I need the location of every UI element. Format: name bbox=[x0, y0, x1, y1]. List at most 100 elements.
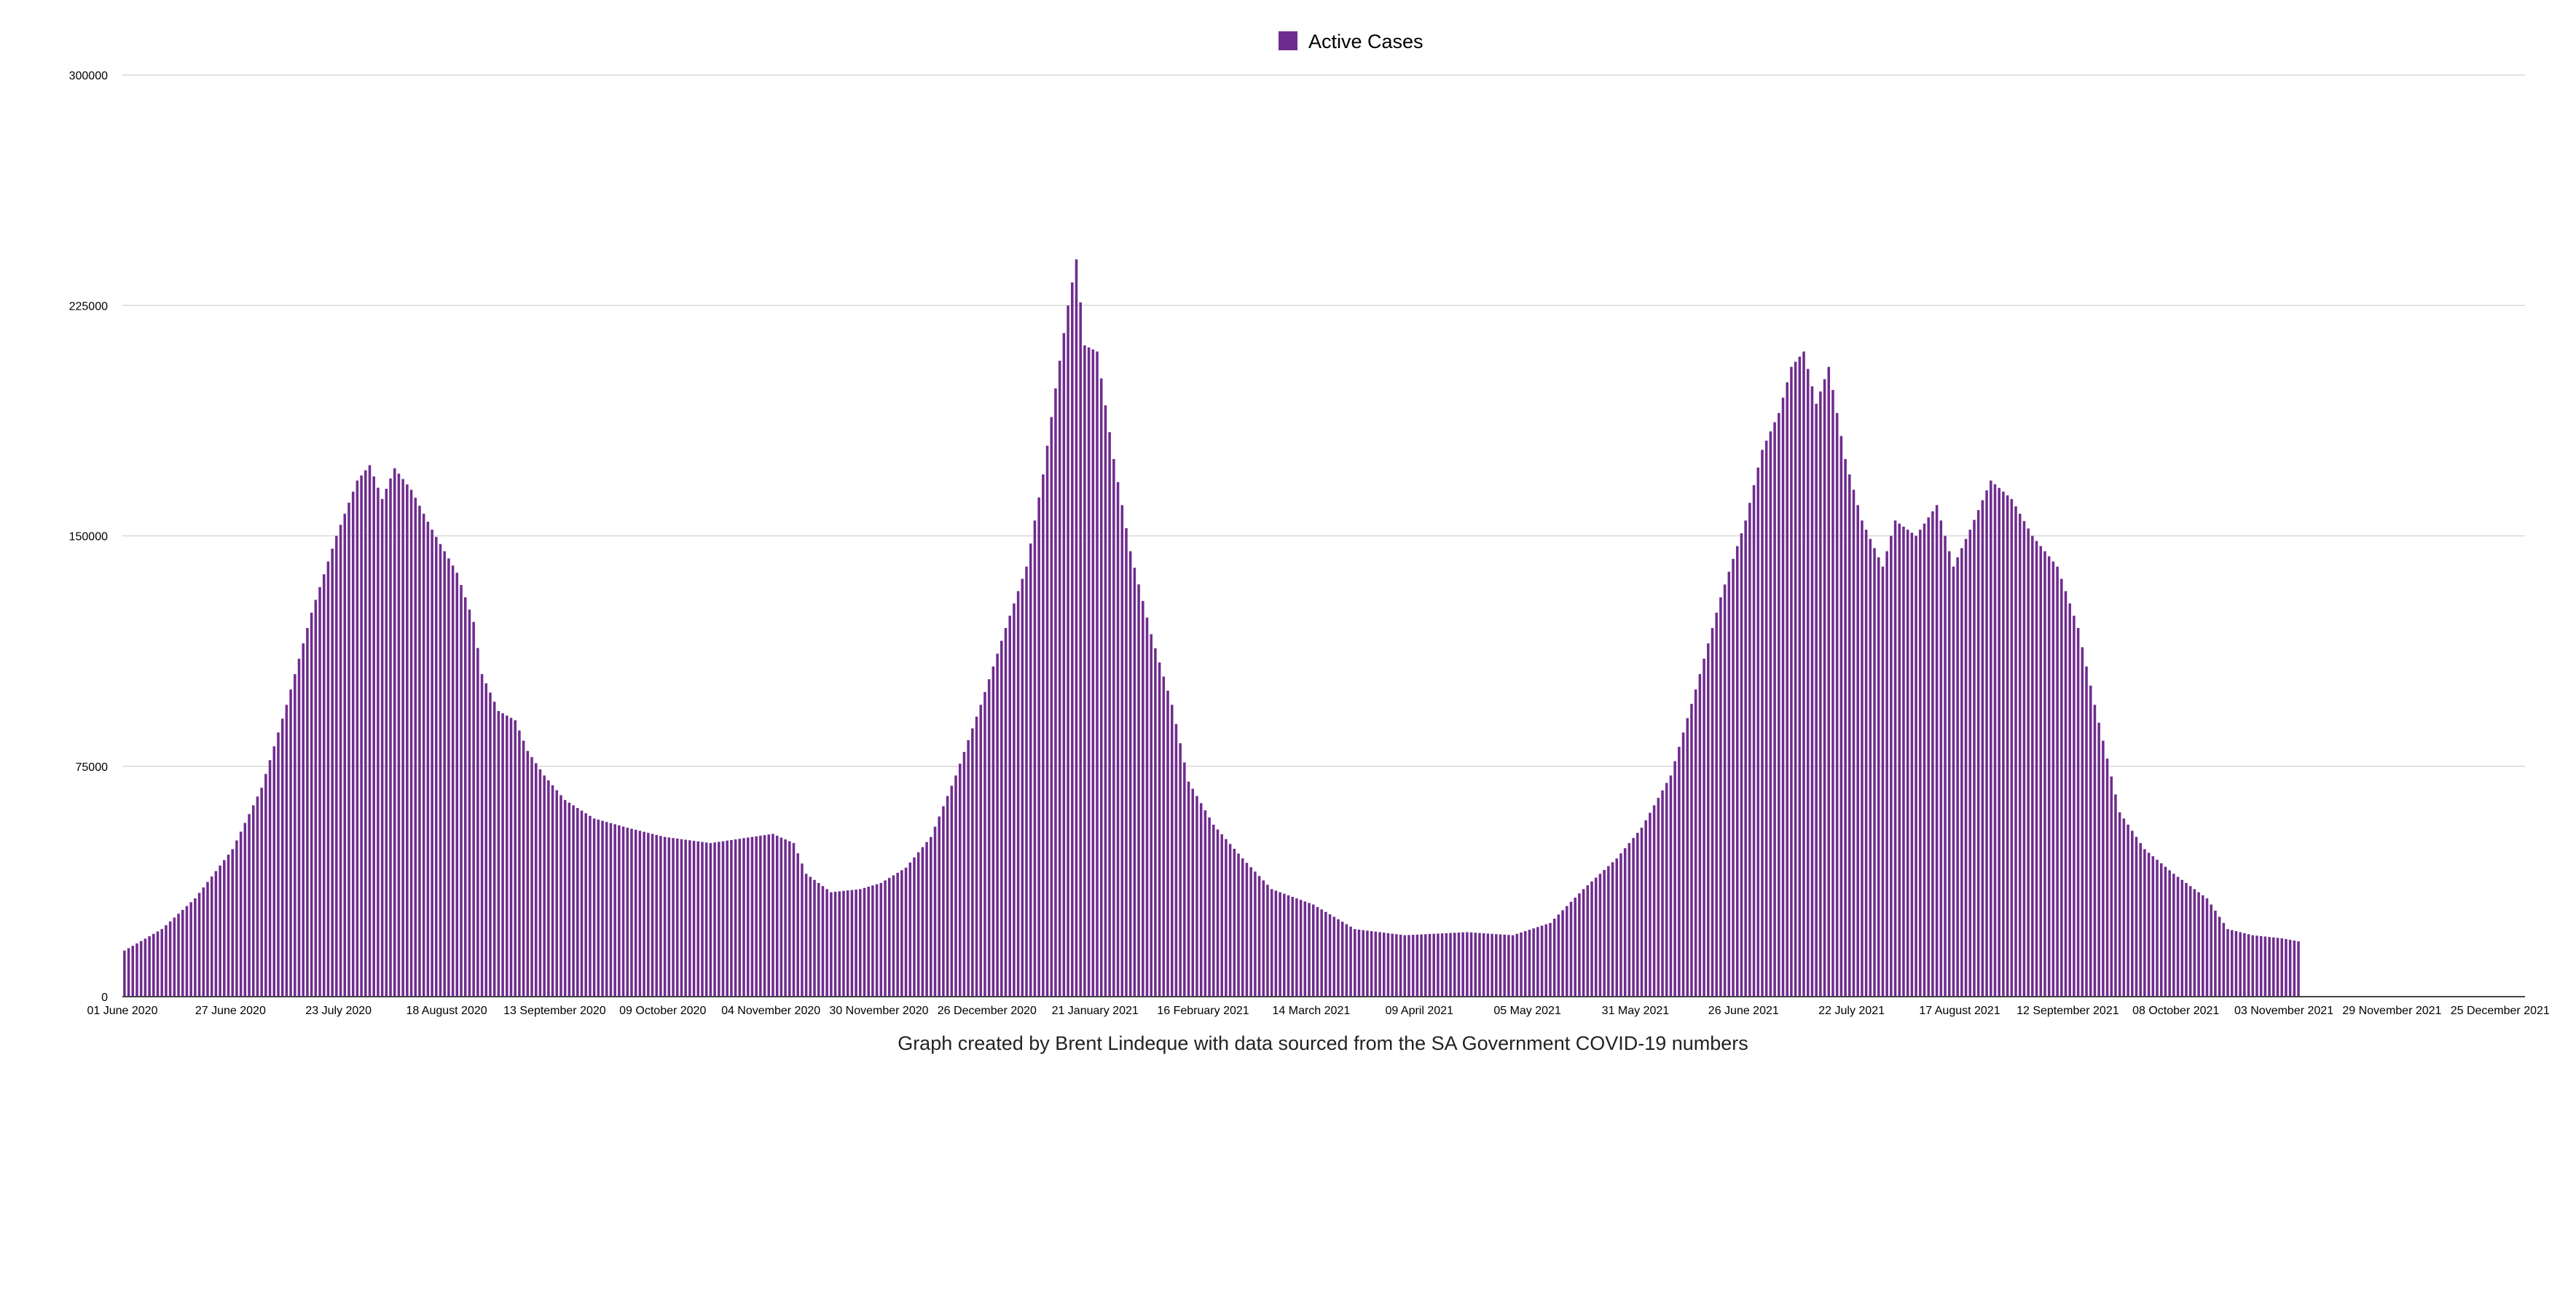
bar bbox=[1890, 535, 1893, 997]
bar bbox=[401, 479, 404, 997]
bar bbox=[1711, 628, 1714, 997]
bar bbox=[2230, 930, 2234, 997]
bar bbox=[1174, 723, 1178, 997]
bar bbox=[2151, 856, 2155, 997]
bar bbox=[285, 705, 288, 997]
bar bbox=[306, 628, 309, 997]
bar bbox=[601, 820, 604, 997]
bar bbox=[833, 892, 837, 997]
bar bbox=[1511, 935, 1515, 997]
bar bbox=[484, 683, 488, 997]
bar bbox=[1678, 747, 1681, 997]
bar bbox=[1952, 566, 1955, 997]
bar bbox=[1299, 900, 1303, 997]
bar bbox=[2006, 495, 2009, 997]
bar bbox=[2093, 705, 2097, 997]
bar bbox=[655, 834, 658, 997]
bar bbox=[1657, 798, 1660, 997]
bar bbox=[879, 882, 883, 997]
bar bbox=[435, 536, 438, 997]
bar bbox=[1520, 932, 1523, 997]
bar bbox=[1203, 810, 1207, 997]
bar bbox=[409, 490, 413, 997]
chart-caption: Graph created by Brent Lindeque with dat… bbox=[898, 1032, 1748, 1054]
bar bbox=[801, 863, 804, 997]
bar bbox=[1623, 848, 1627, 997]
bar bbox=[1619, 853, 1622, 997]
bar bbox=[2135, 836, 2138, 997]
bar bbox=[152, 933, 155, 997]
bar bbox=[1686, 718, 1689, 997]
bar bbox=[958, 764, 962, 997]
bar bbox=[946, 796, 949, 997]
bar bbox=[2185, 882, 2188, 997]
x-tick-label: 09 April 2021 bbox=[1386, 1005, 1454, 1017]
bar bbox=[476, 648, 479, 997]
bar bbox=[197, 892, 201, 997]
bar bbox=[522, 740, 525, 997]
bar bbox=[1819, 391, 1822, 997]
bar bbox=[2060, 578, 2063, 997]
bar bbox=[2239, 932, 2242, 997]
bar bbox=[1237, 853, 1240, 997]
bar bbox=[185, 906, 189, 997]
bar bbox=[1145, 617, 1149, 997]
bar bbox=[684, 839, 687, 997]
bar bbox=[1004, 628, 1008, 997]
bar bbox=[1723, 584, 1727, 997]
x-tick-label: 04 November 2020 bbox=[721, 1005, 820, 1017]
bar bbox=[950, 785, 954, 997]
bar bbox=[1220, 834, 1223, 997]
bar bbox=[2097, 723, 2100, 997]
legend-swatch bbox=[1279, 31, 1297, 50]
bar bbox=[1067, 305, 1069, 997]
bar bbox=[1128, 551, 1132, 997]
bar bbox=[1486, 933, 1490, 997]
bar bbox=[1337, 919, 1340, 997]
bar bbox=[422, 514, 425, 997]
bar bbox=[1370, 931, 1373, 997]
bar bbox=[1831, 390, 1834, 997]
bar bbox=[497, 710, 500, 997]
bar bbox=[696, 841, 700, 997]
bar bbox=[439, 544, 442, 997]
bar bbox=[1133, 568, 1136, 997]
bar bbox=[1449, 933, 1452, 997]
bar bbox=[867, 887, 870, 997]
bar bbox=[1316, 906, 1319, 997]
bar bbox=[2193, 889, 2196, 997]
bar bbox=[1557, 914, 1560, 997]
bar bbox=[584, 813, 587, 997]
bar bbox=[1973, 519, 1976, 997]
bar bbox=[1732, 559, 1735, 997]
bar bbox=[322, 574, 326, 997]
bar bbox=[165, 925, 168, 997]
bar bbox=[2043, 551, 2046, 997]
bar bbox=[1536, 927, 1539, 997]
bar bbox=[509, 718, 513, 997]
bar bbox=[1357, 929, 1361, 997]
bar bbox=[489, 692, 492, 997]
bar bbox=[1823, 379, 1826, 997]
bar bbox=[210, 876, 213, 997]
bar bbox=[1403, 935, 1407, 997]
bar bbox=[875, 884, 879, 997]
bar bbox=[2014, 506, 2017, 997]
bar bbox=[518, 730, 521, 997]
bar bbox=[680, 839, 683, 997]
bar bbox=[1125, 527, 1128, 997]
bar bbox=[177, 914, 180, 997]
bar bbox=[455, 573, 459, 997]
bar bbox=[248, 814, 251, 997]
bar bbox=[672, 838, 675, 997]
legend: Active Cases bbox=[1279, 31, 1424, 52]
bar bbox=[2068, 603, 2071, 997]
bar bbox=[1308, 903, 1311, 997]
bar bbox=[1087, 347, 1091, 997]
bar bbox=[2110, 776, 2113, 997]
bar bbox=[1108, 432, 1111, 997]
bar bbox=[1257, 876, 1261, 997]
bar bbox=[1075, 259, 1078, 997]
bar bbox=[830, 892, 833, 997]
bar bbox=[1569, 901, 1573, 997]
